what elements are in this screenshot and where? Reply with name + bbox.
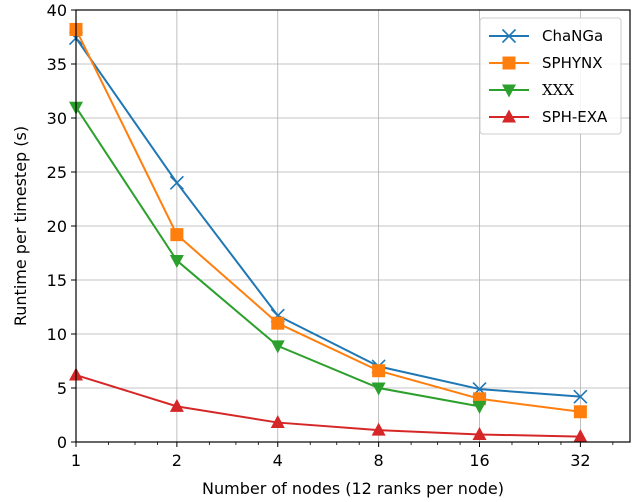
data-point [270, 415, 285, 429]
x-tick-label: 32 [570, 451, 590, 470]
data-point [371, 382, 386, 396]
data-point [271, 316, 285, 330]
plot-frame [75, 9, 631, 443]
legend-marker [502, 84, 516, 98]
y-tick-label: 25 [47, 163, 67, 182]
x-tick-label: 1 [71, 451, 81, 470]
series-sph-exa [69, 367, 588, 443]
axis-ticks: 1 2 4 8 16 32 0 5 10 15 20 25 30 35 40 [47, 1, 614, 470]
legend-marker [502, 109, 516, 123]
legend-item: SPHYNX [489, 54, 603, 72]
data-point [371, 422, 386, 436]
series-line [75, 37, 581, 398]
y-tick-label: 40 [47, 1, 67, 20]
series-line [75, 28, 581, 413]
y-tick-label: 10 [47, 325, 67, 344]
x-tick-label: 4 [273, 451, 283, 470]
data-point [270, 340, 285, 354]
series-line [75, 374, 581, 438]
y-tick-label: 0 [57, 433, 67, 452]
legend-label: SPH-EXA [542, 108, 608, 126]
legend-marker [502, 56, 516, 70]
x-axis-label: Number of nodes (12 ranks per node) [202, 479, 504, 498]
data-point [472, 426, 487, 440]
legend-marker [501, 28, 517, 44]
legend-item: SPH-EXA [489, 108, 608, 126]
data-point [472, 400, 487, 414]
legend-label: ChaNGa [542, 27, 603, 45]
legend-item: ChaNGa [489, 27, 603, 45]
y-tick-label: 30 [47, 109, 67, 128]
x-tick-label: 8 [374, 451, 384, 470]
legend-box [479, 17, 622, 135]
data-point [573, 429, 588, 443]
y-axis-label: Runtime per timestep (s) [11, 126, 30, 326]
series-lines [68, 22, 588, 443]
data-point [573, 389, 588, 404]
legend-label: XXX [542, 81, 574, 99]
data-point [170, 228, 184, 242]
data-point [169, 175, 184, 190]
y-tick-label: 35 [47, 55, 67, 74]
x-tick-label: 16 [469, 451, 489, 470]
data-point [169, 398, 184, 412]
y-tick-label: 20 [47, 217, 67, 236]
series-sphynx [69, 22, 587, 419]
x-tick-label: 2 [172, 451, 182, 470]
y-tick-label: 15 [47, 271, 67, 290]
data-point [372, 364, 386, 378]
legend-item: XXX [489, 81, 574, 99]
legend-label: SPHYNX [542, 54, 603, 72]
legend: ChaNGa SPHYNX XXX SPH-EXA [479, 17, 622, 135]
data-point [573, 405, 587, 419]
data-point [169, 255, 184, 269]
y-tick-label: 5 [57, 379, 67, 398]
